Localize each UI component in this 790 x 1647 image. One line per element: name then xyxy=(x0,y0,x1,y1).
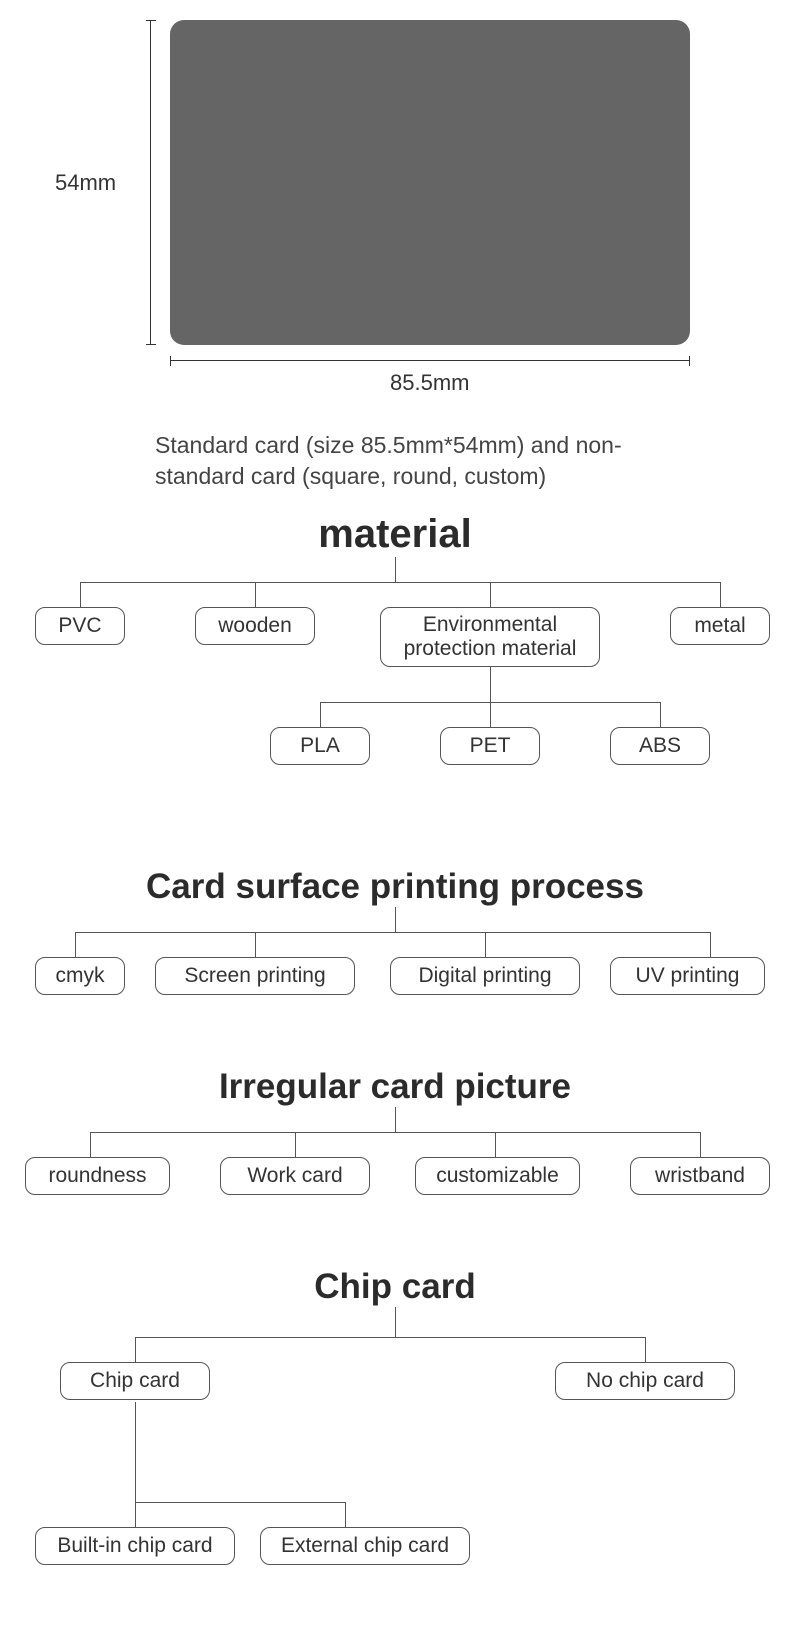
height-dimension-line xyxy=(150,20,151,345)
tree-printing: cmyk Screen printing Digital printing UV… xyxy=(20,907,770,1037)
connector xyxy=(485,932,486,957)
connector xyxy=(135,1337,136,1362)
connector xyxy=(255,582,256,607)
connector xyxy=(700,1132,701,1157)
node-builtin-chip: Built-in chip card xyxy=(35,1527,235,1565)
node-customizable: customizable xyxy=(415,1157,580,1195)
section-title-irregular: Irregular card picture xyxy=(20,1067,770,1107)
tree-chip: Chip card No chip card Built-in chip car… xyxy=(20,1307,770,1587)
connector xyxy=(395,1307,396,1337)
section-title-chip: Chip card xyxy=(20,1267,770,1307)
connector xyxy=(135,1337,645,1338)
node-digital: Digital printing xyxy=(390,957,580,995)
card-dimensions-diagram: 54mm 85.5mm xyxy=(20,10,770,430)
connector xyxy=(90,1132,700,1133)
connector xyxy=(295,1132,296,1157)
node-no-chip-card: No chip card xyxy=(555,1362,735,1400)
node-cmyk: cmyk xyxy=(35,957,125,995)
node-wooden: wooden xyxy=(195,607,315,645)
node-chip-card: Chip card xyxy=(60,1362,210,1400)
node-abs: ABS xyxy=(610,727,710,765)
connector xyxy=(135,1502,136,1527)
connector xyxy=(80,582,720,583)
connector xyxy=(135,1502,345,1503)
connector xyxy=(90,1132,91,1157)
connector xyxy=(395,907,396,932)
connector xyxy=(395,557,396,582)
node-work-card: Work card xyxy=(220,1157,370,1195)
node-wristband: wristband xyxy=(630,1157,770,1195)
tree-irregular: roundness Work card customizable wristba… xyxy=(20,1107,770,1237)
node-pla: PLA xyxy=(270,727,370,765)
connector xyxy=(255,932,256,957)
node-metal: metal xyxy=(670,607,770,645)
connector xyxy=(495,1132,496,1157)
width-label: 85.5mm xyxy=(390,370,469,396)
connector xyxy=(320,702,321,727)
connector xyxy=(75,932,710,933)
node-pet: PET xyxy=(440,727,540,765)
connector xyxy=(645,1337,646,1362)
connector xyxy=(720,582,721,607)
node-external-chip: External chip card xyxy=(260,1527,470,1565)
connector xyxy=(75,932,76,957)
connector xyxy=(710,932,711,957)
card-caption: Standard card (size 85.5mm*54mm) and non… xyxy=(155,430,695,492)
connector xyxy=(660,702,661,727)
node-uv: UV printing xyxy=(610,957,765,995)
section-title-material: material xyxy=(20,512,770,557)
connector xyxy=(490,582,491,607)
node-roundness: roundness xyxy=(25,1157,170,1195)
node-pvc: PVC xyxy=(35,607,125,645)
section-title-printing: Card surface printing process xyxy=(20,867,770,907)
connector xyxy=(135,1402,136,1502)
connector xyxy=(345,1502,346,1527)
connector xyxy=(490,667,491,702)
connector xyxy=(80,582,81,607)
node-environmental: Environmental protection material xyxy=(380,607,600,667)
node-screen: Screen printing xyxy=(155,957,355,995)
card-rectangle xyxy=(170,20,690,345)
connector xyxy=(490,702,491,727)
height-label: 54mm xyxy=(55,170,116,196)
connector xyxy=(395,1107,396,1132)
tree-material: PVC wooden Environmental protection mate… xyxy=(20,557,770,837)
width-dimension-line xyxy=(170,360,690,361)
